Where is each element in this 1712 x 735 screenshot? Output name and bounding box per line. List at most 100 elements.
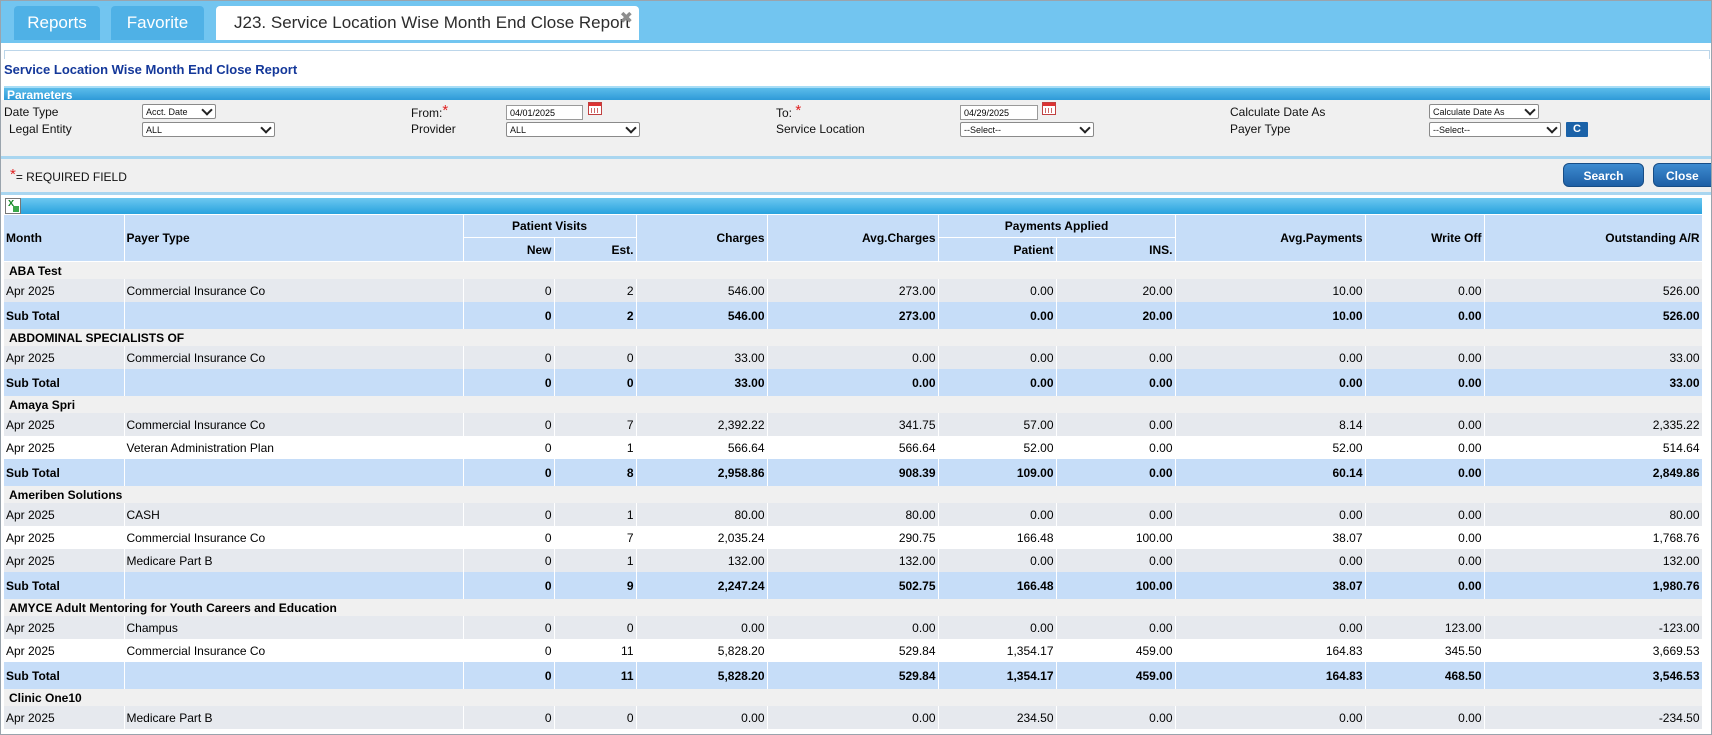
calendar-icon[interactable] <box>1042 102 1056 115</box>
table-cell: Champus <box>124 616 464 639</box>
date-type-select[interactable]: Acct. Date <box>142 104 216 119</box>
provider-select[interactable]: ALL <box>506 122 640 137</box>
col-avg-payments[interactable]: Avg.Payments <box>1175 215 1366 262</box>
col-payer-type[interactable]: Payer Type <box>124 215 464 262</box>
group-row: ABA Test <box>4 261 1703 279</box>
subtotal-cell: 2 <box>554 302 637 329</box>
subtotal-cell: 0.00 <box>767 369 939 396</box>
table-cell: 8.14 <box>1175 413 1366 436</box>
service-location-value: --Select-- <box>964 125 1002 135</box>
col-write-off[interactable]: Write Off <box>1365 215 1485 262</box>
table-cell: 0 <box>554 706 637 729</box>
page-title: Service Location Wise Month End Close Re… <box>4 62 298 77</box>
calculate-date-as-value: Calculate Date As <box>1433 107 1505 117</box>
table-cell: 0 <box>463 526 555 549</box>
table-row: Apr 2025 Medicare Part B 0 0 0.00 0.00 234.50 0… <box>4 706 1703 729</box>
table-cell: 3,669.53 <box>1484 639 1703 662</box>
table-cell: 1,354.17 <box>938 639 1057 662</box>
table-cell: 2 <box>554 279 637 302</box>
subtotal-cell: 468.50 <box>1365 662 1485 689</box>
table-cell: Apr 2025 <box>4 706 125 729</box>
col-ins[interactable]: INS. <box>1056 237 1176 262</box>
table-cell: 0.00 <box>938 279 1057 302</box>
table-row: Apr 2025 CASH 0 1 80.00 80.00 0.00 0.00 0.00 0.00… <box>4 503 1703 526</box>
to-date-input[interactable]: 04/29/2025 <box>960 105 1038 120</box>
subtotal-row: Sub Total 0 9 2,247.24 502.75 166.48 100.00 38.… <box>4 572 1703 599</box>
table-cell: 5,828.20 <box>636 639 768 662</box>
report-table: Month Payer Type Patient Visits Charges … <box>4 215 1703 729</box>
legal-entity-select[interactable]: ALL <box>142 122 275 137</box>
table-cell: Apr 2025 <box>4 346 125 369</box>
search-button[interactable]: Search <box>1563 163 1644 187</box>
table-cell: 57.00 <box>938 413 1057 436</box>
table-cell: Medicare Part B <box>124 549 464 572</box>
table-cell: 0.00 <box>1056 503 1176 526</box>
table-cell: 290.75 <box>767 526 939 549</box>
divider <box>1 156 1711 159</box>
table-cell: 0.00 <box>1365 706 1485 729</box>
c-button[interactable]: C <box>1566 122 1588 137</box>
table-cell: 0.00 <box>636 616 768 639</box>
table-cell: Apr 2025 <box>4 616 125 639</box>
from-date-input[interactable]: 04/01/2025 <box>506 105 583 120</box>
table-cell: 0.00 <box>938 346 1057 369</box>
table-cell: 0 <box>463 346 555 369</box>
subtotal-cell: 0 <box>463 302 555 329</box>
table-cell: CASH <box>124 503 464 526</box>
chevron-down-icon <box>260 122 272 134</box>
group-name: ABDOMINAL SPECIALISTS OF <box>4 329 1703 346</box>
table-cell: Veteran Administration Plan <box>124 436 464 459</box>
subtotal-cell: 8 <box>554 459 637 486</box>
table-cell: 7 <box>554 413 637 436</box>
table-cell: 0.00 <box>767 346 939 369</box>
col-outstanding[interactable]: Outstanding A/R <box>1484 215 1703 262</box>
table-cell: 0 <box>463 413 555 436</box>
table-cell: 100.00 <box>1056 526 1176 549</box>
tab-favorite[interactable]: Favorite <box>111 6 204 40</box>
subtotal-cell: 1,980.76 <box>1484 572 1703 599</box>
close-icon[interactable]: ✖ <box>619 10 633 27</box>
col-month[interactable]: Month <box>4 215 125 262</box>
header-row: Month Payer Type Patient Visits Charges … <box>4 215 1703 262</box>
table-cell: 11 <box>554 639 637 662</box>
service-location-label: Service Location <box>776 122 865 136</box>
subtotal-cell: 0.00 <box>1365 302 1485 329</box>
col-charges[interactable]: Charges <box>636 215 768 262</box>
table-cell: 0.00 <box>1056 413 1176 436</box>
table-cell: 0.00 <box>1175 706 1366 729</box>
col-patient-visits: Patient Visits <box>463 215 637 238</box>
col-new[interactable]: New <box>463 237 555 262</box>
col-patient[interactable]: Patient <box>938 237 1057 262</box>
subtotal-cell: 546.00 <box>636 302 768 329</box>
table-cell: 0.00 <box>1056 706 1176 729</box>
table-cell: 2,335.22 <box>1484 413 1703 436</box>
chevron-down-icon <box>625 122 637 134</box>
payer-type-select[interactable]: --Select-- <box>1429 122 1561 137</box>
table-cell: Commercial Insurance Co <box>124 413 464 436</box>
col-avg-charges[interactable]: Avg.Charges <box>767 215 939 262</box>
subtotal-cell: 0.00 <box>1056 369 1176 396</box>
tab-reports[interactable]: Reports <box>14 6 100 40</box>
legal-entity-value: ALL <box>146 125 163 135</box>
tab-report-j23[interactable]: J23. Service Location Wise Month End Clo… <box>216 6 639 40</box>
subtotal-cell: Sub Total <box>4 369 125 396</box>
subtotal-cell: 11 <box>554 662 637 689</box>
table-row: Apr 2025 Champus 0 0 0.00 0.00 0.00 0.00 0.00 123… <box>4 616 1703 639</box>
col-est[interactable]: Est. <box>554 237 637 262</box>
calculate-date-as-select[interactable]: Calculate Date As <box>1429 104 1539 119</box>
table-row: Apr 2025 Medicare Part B 0 1 132.00 132.00 0.0… <box>4 549 1703 572</box>
calendar-icon[interactable] <box>588 102 602 115</box>
subtotal-cell: 459.00 <box>1056 662 1176 689</box>
close-button[interactable]: Close <box>1653 163 1711 187</box>
date-type-value: Acct. Date <box>146 107 188 117</box>
table-cell: Apr 2025 <box>4 413 125 436</box>
subtotal-cell <box>124 369 464 396</box>
subtotal-cell: 0.00 <box>938 369 1057 396</box>
service-location-select[interactable]: --Select-- <box>960 122 1094 137</box>
subtotal-cell: Sub Total <box>4 459 125 486</box>
subtotal-cell: 908.39 <box>767 459 939 486</box>
subtotal-cell: 5,828.20 <box>636 662 768 689</box>
subtotal-cell: 0.00 <box>938 302 1057 329</box>
subtotal-cell <box>124 572 464 599</box>
excel-export-icon[interactable] <box>5 197 21 214</box>
